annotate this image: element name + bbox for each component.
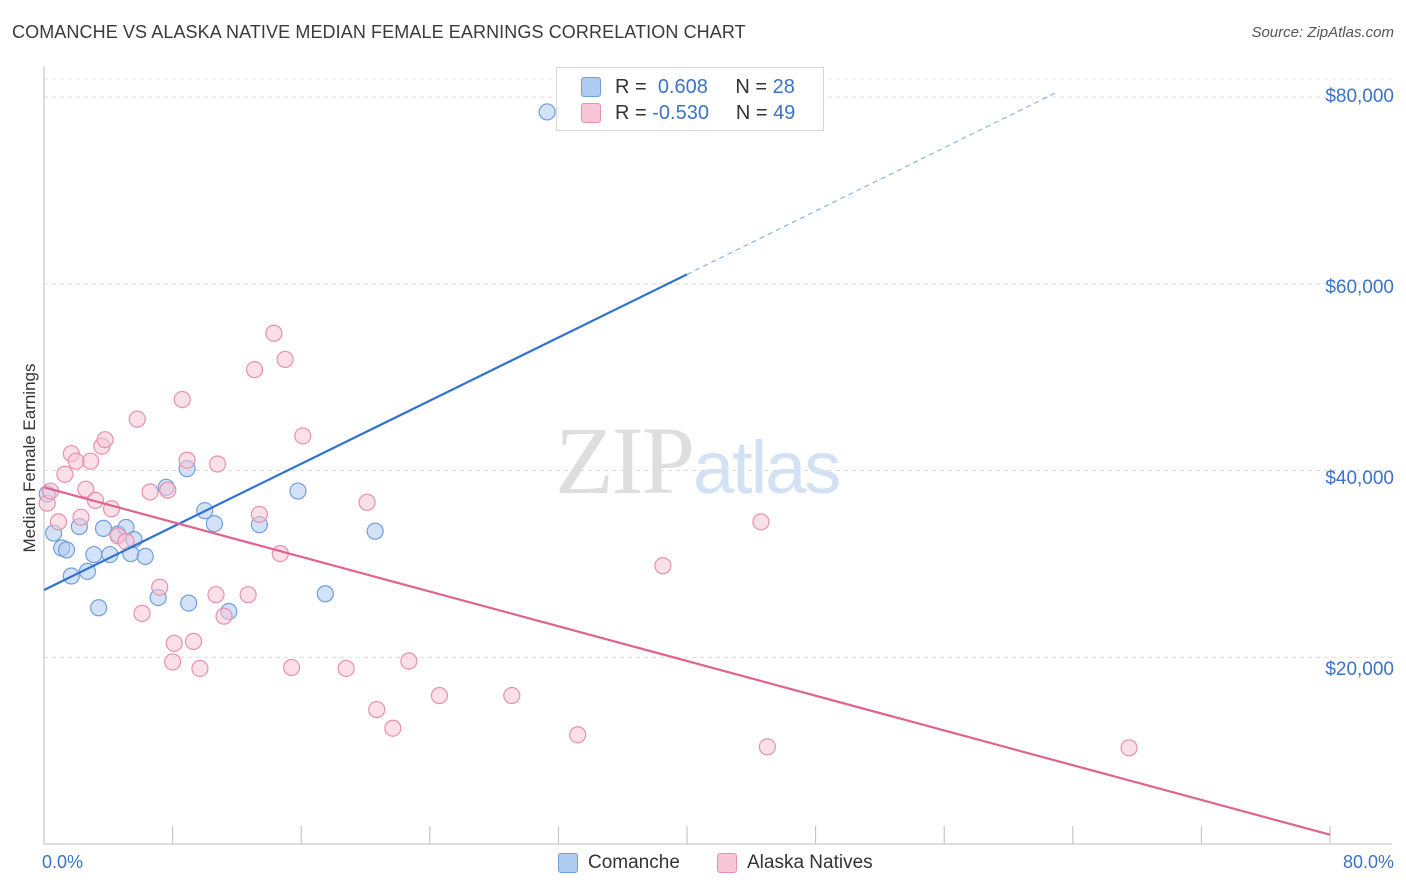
comanche-point	[538, 103, 556, 121]
alaska-natives-point	[337, 659, 355, 678]
comanche-point	[289, 482, 307, 500]
legend-swatch-comanche	[581, 77, 601, 97]
comanche-trend-extension	[686, 91, 1057, 275]
x-tick-label-min: 0.0%	[42, 852, 84, 872]
comanche-point	[94, 519, 113, 537]
comanche-point	[90, 599, 108, 617]
chart-title: COMANCHE VS ALASKA NATIVE MEDIAN FEMALE …	[12, 22, 746, 42]
comanche-point	[366, 522, 384, 540]
alaska-natives-point	[151, 578, 169, 596]
alaska-natives-point	[141, 483, 159, 501]
alaska-natives-point	[282, 658, 301, 677]
legend-r-label: R =	[615, 75, 647, 98]
alaska-natives-point	[173, 390, 191, 409]
alaska-natives-trend-line	[43, 486, 1331, 836]
alaska-natives-point	[128, 410, 146, 428]
comanche-point	[85, 545, 103, 564]
alaska-natives-point	[159, 481, 177, 499]
alaska-natives-point	[96, 431, 114, 449]
y-axis-label: Median Female Earnings	[20, 363, 39, 553]
legend-n-label: N =	[735, 75, 768, 98]
legend-n-value: 28	[772, 75, 795, 98]
comanche-point	[180, 594, 198, 612]
alaska-natives-point	[569, 726, 587, 744]
alaska-natives-point	[67, 452, 85, 470]
y-tick-label: $20,000	[1325, 659, 1394, 680]
alaska-natives-point	[503, 686, 521, 705]
y-tick-label: $80,000	[1325, 86, 1394, 107]
alaska-natives-point	[49, 513, 68, 531]
alaska-natives-point	[265, 324, 283, 342]
series-legend-comanche: Comanche	[558, 852, 680, 874]
y-tick-label: $40,000	[1325, 468, 1394, 489]
alaska-natives-point	[209, 455, 227, 473]
alaska-natives-point	[178, 451, 196, 469]
alaska-natives-point	[758, 738, 776, 756]
y-tick-label: $60,000	[1325, 277, 1394, 298]
alaska-natives-point	[184, 632, 203, 650]
correlation-legend: R = 0.608 N = 28 R = -0.530 N = 49	[556, 67, 824, 131]
legend-n-value: 49	[773, 101, 796, 124]
alaska-natives-point	[215, 607, 233, 625]
alaska-natives-point	[368, 700, 386, 719]
legend-row-alaska-natives: R = -0.530 N = 49	[581, 100, 795, 126]
legend-n-label: N =	[735, 101, 768, 124]
alaska-natives-point	[77, 480, 95, 498]
alaska-natives-point	[239, 586, 257, 604]
series-swatch-comanche	[558, 853, 578, 873]
alaska-natives-point	[207, 586, 225, 604]
alaska-natives-point	[165, 634, 183, 652]
legend-r-value: -0.530	[652, 101, 709, 124]
alaska-natives-point	[384, 719, 402, 737]
alaska-natives-point	[294, 427, 312, 445]
alaska-natives-point	[191, 659, 209, 678]
legend-row-comanche: R = 0.608 N = 28	[581, 74, 795, 100]
alaska-natives-point	[752, 513, 770, 531]
watermark-atlas: atlas	[693, 426, 841, 509]
x-tick-label-max: 80.0%	[1342, 852, 1394, 872]
watermark-zip: ZIP	[555, 407, 695, 514]
alaska-natives-point	[276, 350, 294, 368]
alaska-natives-point	[400, 652, 418, 670]
comanche-trend-line	[43, 273, 688, 592]
series-name-alaska-natives: Alaska Natives	[747, 852, 873, 873]
alaska-natives-point	[56, 465, 74, 483]
alaska-natives-point	[164, 653, 182, 671]
alaska-natives-point	[430, 686, 449, 705]
alaska-natives-point	[358, 493, 376, 511]
comanche-point	[316, 585, 334, 603]
alaska-natives-point	[245, 361, 264, 379]
comanche-point	[136, 547, 154, 566]
series-name-comanche: Comanche	[588, 852, 680, 873]
alaska-natives-point	[72, 508, 90, 526]
legend-swatch-alaska-natives	[581, 103, 601, 123]
source-label: Source: ZipAtlas.com	[1251, 24, 1394, 41]
alaska-natives-point	[1120, 739, 1138, 757]
alaska-natives-point	[250, 505, 269, 523]
series-legend-alaska-natives: Alaska Natives	[717, 852, 873, 874]
legend-r-label: R =	[615, 101, 647, 124]
comanche-point	[205, 515, 223, 533]
alaska-natives-point	[654, 557, 672, 575]
alaska-natives-point	[82, 452, 100, 470]
watermark: ZIPatlas	[555, 405, 841, 516]
series-swatch-alaska-natives	[717, 853, 737, 873]
legend-r-value: 0.608	[657, 75, 708, 98]
alaska-natives-point	[133, 604, 151, 622]
comanche-point	[57, 541, 76, 559]
